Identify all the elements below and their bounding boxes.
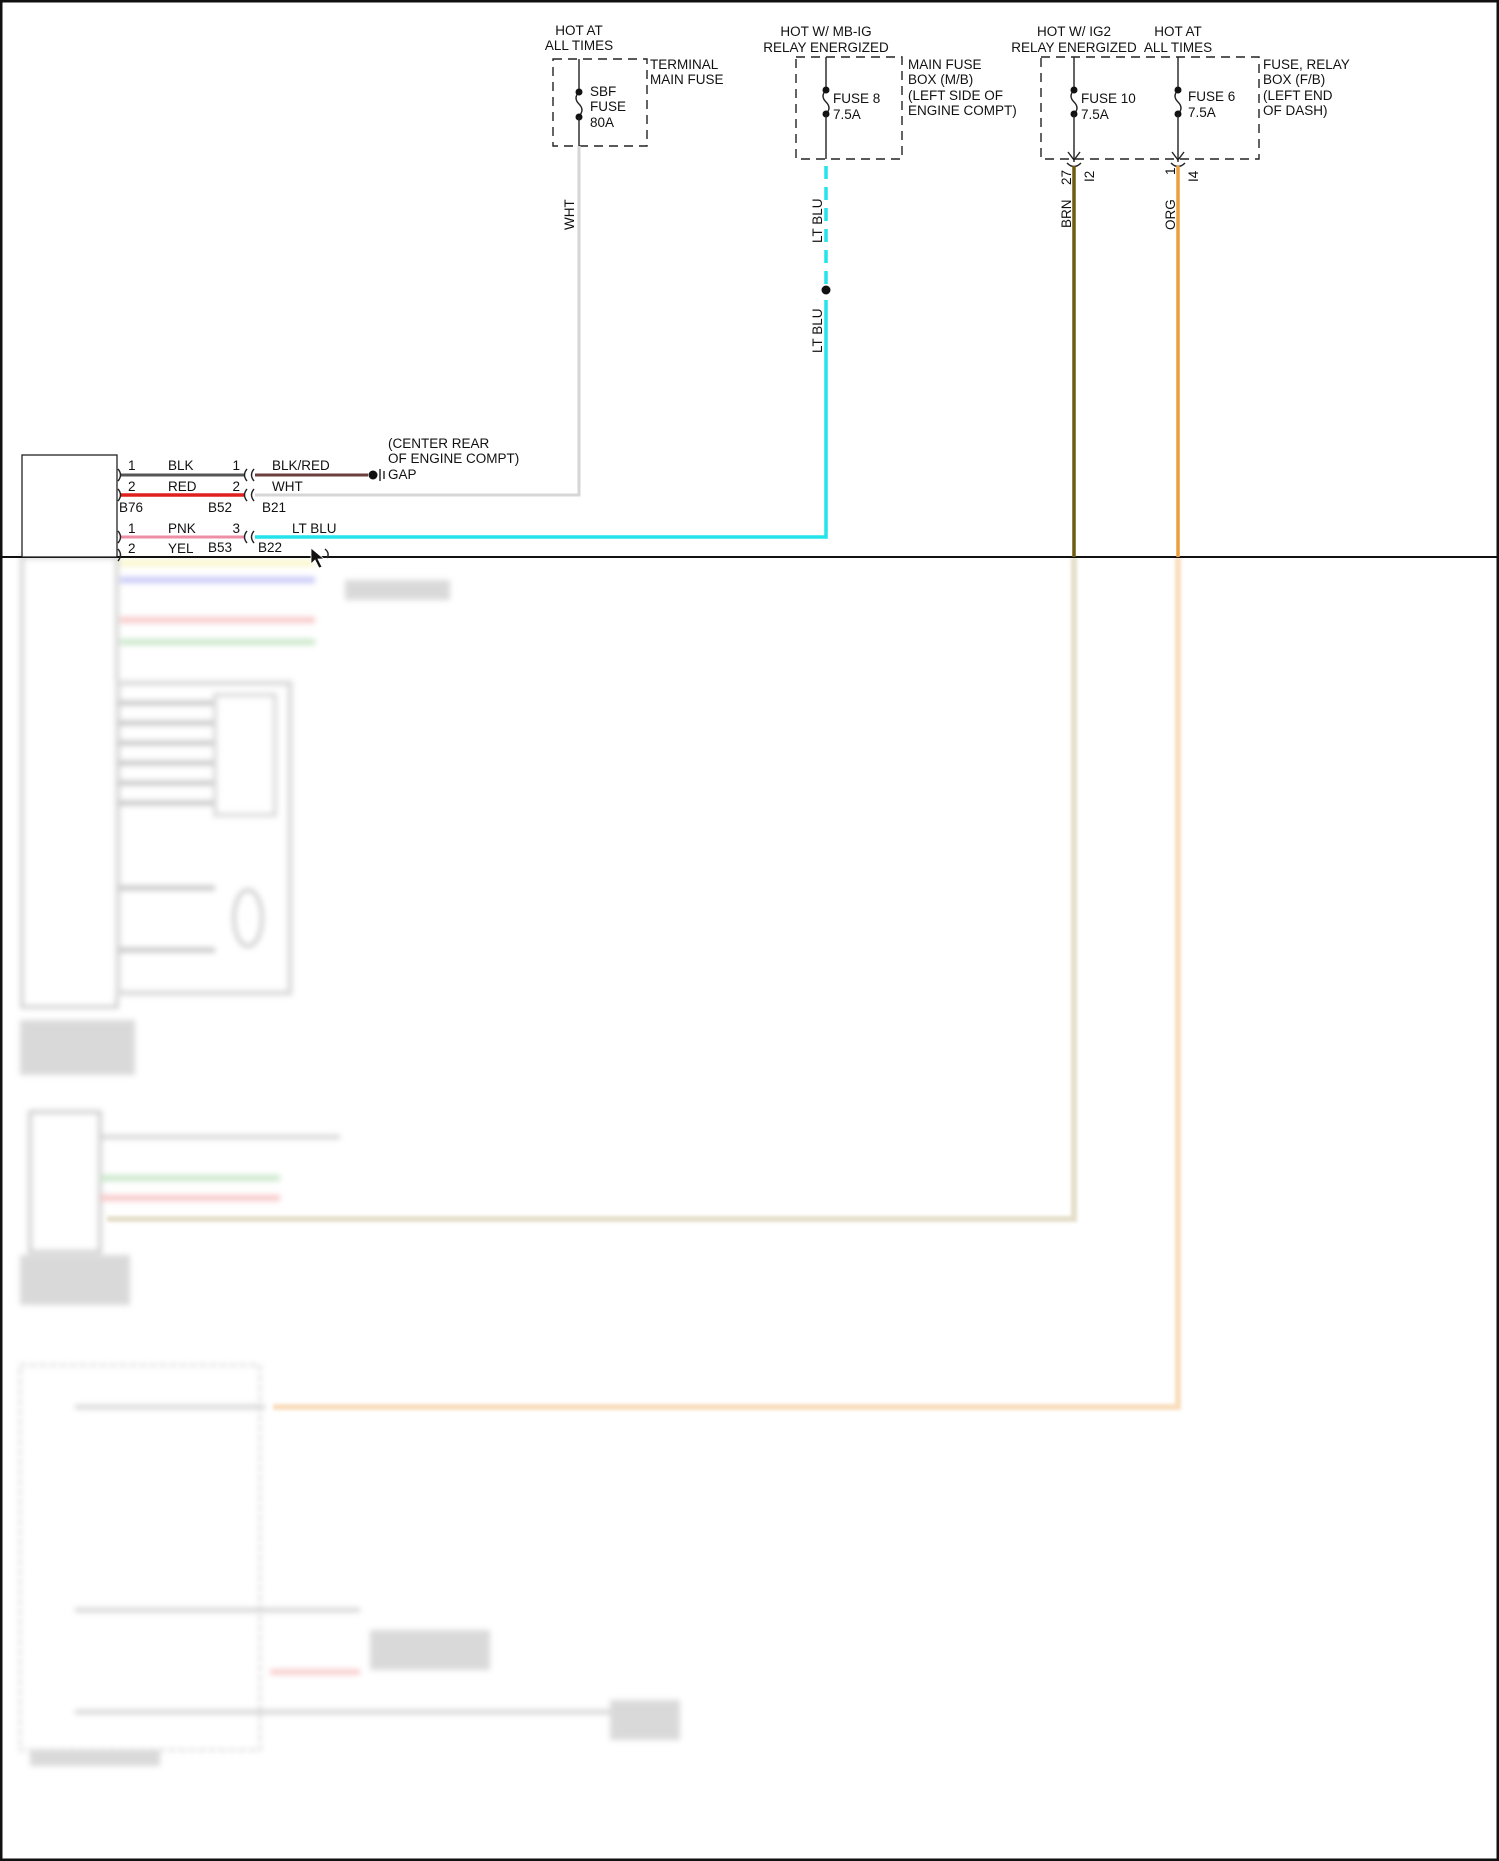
- ground-label: GAP: [388, 467, 417, 482]
- fuse-terminal-dot: [1174, 86, 1182, 94]
- blurred-lower-section: [18, 555, 680, 1766]
- connector-id: I4: [1186, 170, 1201, 182]
- ground-location: (CENTER REAR: [388, 436, 490, 451]
- box-label: BOX (M/B): [908, 72, 973, 87]
- wire-wht: [255, 146, 581, 497]
- box-label: OF DASH): [1263, 103, 1328, 118]
- box-label: (LEFT SIDE OF: [908, 88, 1003, 103]
- fuse-label: SBF: [590, 84, 616, 99]
- pin-number: 1: [128, 458, 136, 473]
- box-label: MAIN FUSE: [650, 72, 724, 87]
- pin-number: 2: [128, 541, 136, 556]
- box-label: ENGINE COMPT): [908, 103, 1017, 118]
- hot-label: ALL TIMES: [545, 38, 613, 53]
- ground-dot: [368, 470, 378, 480]
- connector-symbols: [117, 468, 329, 562]
- fuse-terminal-dot: [575, 88, 583, 96]
- hot-label: HOT W/ IG2: [1037, 24, 1111, 39]
- connector-id: B22: [258, 540, 282, 555]
- pin-number: 2: [232, 479, 240, 494]
- fuse-label: FUSE 10: [1081, 91, 1136, 106]
- hot-label: RELAY ENERGIZED: [763, 40, 889, 55]
- fuse-relay-box: FUSE, RELAY BOX (F/B) (LEFT END OF DASH)…: [1011, 24, 1350, 230]
- hot-label: HOT W/ MB-IG: [780, 24, 871, 39]
- harness-connectors: (CENTER REAR OF ENGINE COMPT) GAP 1 BLK …: [21, 436, 519, 562]
- wire-color-label: LT BLU: [292, 521, 337, 536]
- pin-number: 2: [128, 479, 136, 494]
- splice-dot: [821, 285, 831, 295]
- faded-wires: [107, 557, 1181, 1410]
- connector-id: B76: [119, 500, 143, 515]
- hot-label: HOT AT: [1154, 24, 1202, 39]
- wire-color-label: LT BLU: [810, 308, 825, 353]
- box-label: MAIN FUSE: [908, 57, 982, 72]
- hot-label: ALL TIMES: [1144, 40, 1212, 55]
- box-label: (LEFT END: [1263, 88, 1333, 103]
- terminal-main-fuse: HOT AT ALL TIMES SBF FUSE 80A TERMINAL M…: [545, 23, 724, 147]
- connector-id: I2: [1082, 171, 1097, 182]
- box-label: TERMINAL: [650, 57, 719, 72]
- wire-color-label: ORG: [1163, 199, 1178, 230]
- wire-color-label: LT BLU: [810, 198, 825, 243]
- fuse-label: FUSE 6: [1188, 89, 1235, 104]
- wire-ltblu: [255, 300, 828, 539]
- box-label: FUSE, RELAY: [1263, 57, 1350, 72]
- wire-color-label: PNK: [168, 521, 196, 536]
- ground-icon: [379, 469, 385, 481]
- wire-color-label: BLK/RED: [272, 458, 330, 473]
- fuse-terminal-dot: [1070, 86, 1078, 94]
- pin-number: 27: [1059, 170, 1074, 185]
- fuse-rating: 80A: [590, 115, 614, 130]
- wire-color-label: BLK: [168, 458, 194, 473]
- pin-number: 1: [232, 458, 240, 473]
- connector-id: B21: [262, 500, 286, 515]
- wire-color-label: YEL: [168, 541, 194, 556]
- wire-color-label: WHT: [272, 479, 303, 494]
- fuse-rating: 7.5A: [833, 107, 861, 122]
- connector-id: B52: [208, 500, 232, 515]
- wire-color-label: WHT: [562, 199, 577, 230]
- fuse-label: FUSE: [590, 99, 626, 114]
- hot-label: RELAY ENERGIZED: [1011, 40, 1137, 55]
- mouse-cursor-icon: [310, 547, 326, 569]
- box-label: BOX (F/B): [1263, 72, 1325, 87]
- hot-label: HOT AT: [555, 23, 603, 38]
- component-box: [21, 454, 118, 558]
- pin-number: 1: [1163, 167, 1178, 175]
- main-fuse-box: HOT W/ MB-IG RELAY ENERGIZED FUSE 8 7.5A…: [763, 24, 1017, 160]
- fuse-label: FUSE 8: [833, 91, 880, 106]
- wire-color-label: RED: [168, 479, 197, 494]
- fuse-rating: 7.5A: [1188, 105, 1216, 120]
- pin-number: 3: [232, 521, 240, 536]
- pin-number: 1: [128, 521, 136, 536]
- fuse-terminal-dot: [822, 86, 830, 94]
- connector-id: B53: [208, 540, 232, 555]
- ground-location: OF ENGINE COMPT): [388, 451, 519, 466]
- fuse-rating: 7.5A: [1081, 107, 1109, 122]
- wire-color-label: BRN: [1059, 199, 1074, 228]
